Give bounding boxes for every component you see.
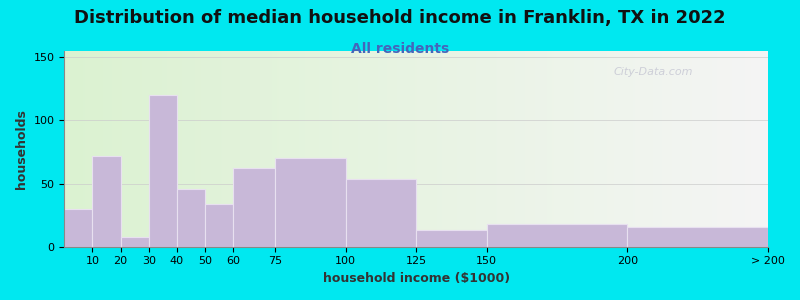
Bar — [205, 204, 233, 247]
Bar — [275, 158, 346, 247]
Y-axis label: households: households — [15, 109, 28, 189]
Bar — [121, 237, 149, 247]
Bar — [177, 189, 205, 247]
Text: City-Data.com: City-Data.com — [614, 67, 693, 77]
Bar — [233, 168, 275, 247]
Bar — [64, 209, 93, 247]
Bar — [149, 95, 177, 247]
Text: All residents: All residents — [351, 42, 449, 56]
Bar — [93, 156, 121, 247]
Bar — [627, 226, 768, 247]
Bar — [416, 230, 486, 247]
X-axis label: household income ($1000): household income ($1000) — [322, 272, 510, 285]
Text: Distribution of median household income in Franklin, TX in 2022: Distribution of median household income … — [74, 9, 726, 27]
Bar — [486, 224, 627, 247]
Bar — [346, 178, 416, 247]
